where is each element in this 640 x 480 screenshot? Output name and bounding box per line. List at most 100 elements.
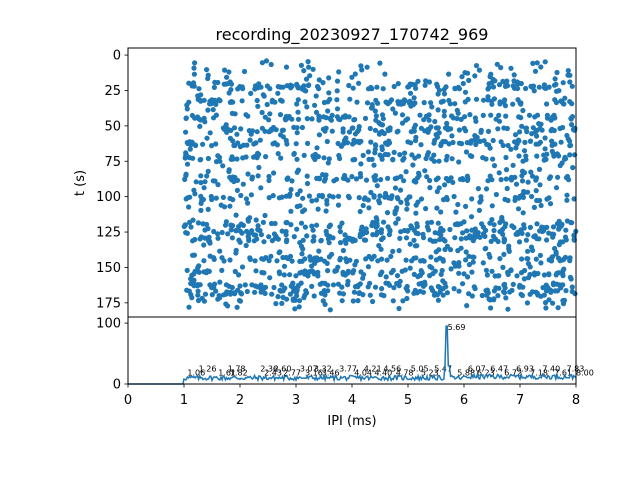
raster-point bbox=[503, 295, 509, 301]
raster-point bbox=[347, 235, 353, 241]
raster-point bbox=[435, 283, 441, 290]
raster-point bbox=[213, 195, 219, 201]
raster-point bbox=[495, 293, 501, 299]
raster-point bbox=[367, 125, 373, 132]
raster-point bbox=[183, 129, 189, 135]
ipi-annotation: 4.56 bbox=[383, 365, 401, 374]
raster-point bbox=[506, 246, 512, 252]
raster-point bbox=[542, 300, 549, 306]
raster-point bbox=[441, 113, 447, 119]
raster-point bbox=[299, 208, 306, 215]
raster-point bbox=[334, 106, 341, 112]
ipi-annotation: 3.32 bbox=[314, 365, 332, 374]
raster-point bbox=[402, 150, 408, 156]
raster-point bbox=[335, 193, 342, 199]
raster-point bbox=[441, 108, 447, 114]
raster-point bbox=[418, 142, 424, 148]
raster-point bbox=[275, 151, 281, 157]
raster-point bbox=[521, 188, 527, 195]
raster-point bbox=[553, 185, 560, 191]
raster-point bbox=[227, 257, 233, 263]
raster-point bbox=[209, 292, 215, 298]
raster-point bbox=[495, 126, 501, 132]
raster-point bbox=[515, 206, 522, 212]
raster-point bbox=[290, 281, 296, 287]
raster-point bbox=[534, 112, 541, 118]
raster-point bbox=[550, 300, 556, 306]
ipi-x-label: IPI (ms) bbox=[327, 414, 376, 429]
raster-point bbox=[235, 140, 241, 146]
raster-point bbox=[446, 71, 452, 77]
raster-point bbox=[349, 74, 355, 80]
raster-point bbox=[491, 96, 497, 102]
raster-point bbox=[372, 127, 378, 133]
raster-point bbox=[291, 234, 297, 240]
raster-point bbox=[412, 155, 418, 161]
raster-point bbox=[543, 305, 549, 311]
raster-point bbox=[491, 227, 497, 234]
raster-point bbox=[302, 224, 308, 230]
raster-point bbox=[475, 186, 481, 192]
raster-point bbox=[294, 130, 300, 136]
raster-point bbox=[533, 256, 539, 262]
raster-point bbox=[335, 202, 342, 208]
raster-point bbox=[216, 97, 222, 103]
raster-point bbox=[228, 81, 235, 87]
raster-point bbox=[391, 285, 397, 291]
raster-point bbox=[488, 238, 494, 244]
raster-point bbox=[472, 235, 478, 241]
raster-point bbox=[395, 128, 401, 134]
raster-point bbox=[289, 178, 295, 184]
raster-point bbox=[192, 142, 198, 148]
raster-point bbox=[489, 80, 495, 86]
raster-point bbox=[192, 236, 198, 243]
raster-point bbox=[553, 251, 559, 257]
raster-point bbox=[489, 177, 495, 183]
raster-point bbox=[190, 155, 196, 161]
raster-point bbox=[220, 125, 226, 131]
raster-point bbox=[381, 293, 387, 299]
raster-point bbox=[228, 127, 234, 133]
raster-point bbox=[301, 295, 307, 301]
raster-point bbox=[379, 286, 385, 292]
raster-point bbox=[316, 113, 322, 119]
raster-point bbox=[221, 292, 227, 298]
raster-point bbox=[372, 284, 379, 290]
raster-point bbox=[556, 153, 562, 159]
raster-point bbox=[501, 99, 507, 105]
raster-point bbox=[436, 247, 442, 253]
raster-point bbox=[204, 173, 210, 179]
raster-point bbox=[207, 101, 213, 107]
raster-point bbox=[444, 120, 450, 126]
raster-point bbox=[240, 155, 246, 161]
raster-point bbox=[242, 282, 248, 288]
raster-point bbox=[368, 189, 374, 196]
raster-point bbox=[236, 272, 242, 278]
raster-point bbox=[225, 231, 231, 237]
raster-point bbox=[489, 268, 495, 274]
raster-point bbox=[462, 70, 468, 76]
raster-point bbox=[260, 219, 266, 225]
raster-point bbox=[259, 269, 265, 276]
raster-point bbox=[306, 64, 312, 70]
raster-point bbox=[277, 271, 283, 277]
raster-point bbox=[224, 289, 230, 295]
raster-point bbox=[336, 152, 342, 159]
raster-point bbox=[544, 237, 550, 243]
raster-point bbox=[479, 292, 485, 299]
raster-point bbox=[327, 307, 333, 313]
raster-point bbox=[358, 63, 364, 69]
raster-point bbox=[293, 141, 299, 147]
raster-point bbox=[441, 91, 448, 97]
raster-point bbox=[342, 232, 348, 238]
raster-point bbox=[226, 168, 232, 175]
raster-point bbox=[562, 234, 569, 240]
raster-point bbox=[211, 255, 217, 261]
raster-point bbox=[295, 97, 301, 103]
raster-point bbox=[202, 291, 209, 297]
raster-point bbox=[337, 290, 343, 296]
raster-point bbox=[452, 235, 458, 241]
raster-point bbox=[407, 241, 413, 247]
raster-point bbox=[447, 226, 453, 233]
raster-point bbox=[510, 281, 516, 287]
